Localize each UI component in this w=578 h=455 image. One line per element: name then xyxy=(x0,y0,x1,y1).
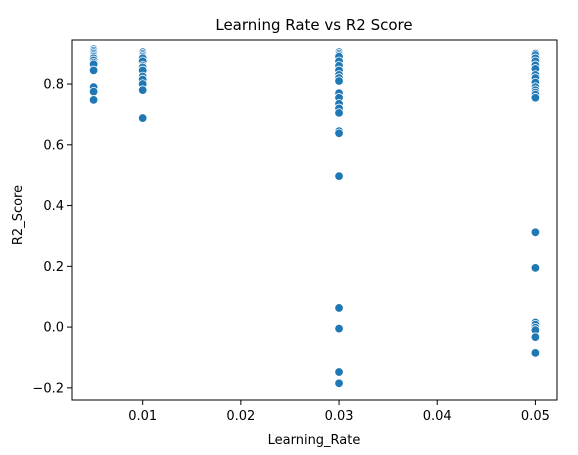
data-point xyxy=(531,264,540,273)
data-point xyxy=(138,114,147,123)
x-tick-label: 0.03 xyxy=(325,409,354,424)
chart-title: Learning Rate vs R2 Score xyxy=(215,16,412,34)
y-tick-label: 0.8 xyxy=(43,78,64,93)
y-tick-label: 0.4 xyxy=(43,199,64,214)
x-tick-label: 0.02 xyxy=(226,409,255,424)
data-point xyxy=(89,66,98,75)
y-tick-label: 0.2 xyxy=(43,260,64,275)
x-tick-label: 0.04 xyxy=(423,409,452,424)
data-point xyxy=(89,87,98,96)
y-tick-label: 0.6 xyxy=(43,138,64,153)
data-point xyxy=(138,86,147,95)
data-point xyxy=(335,109,344,118)
x-axis-label: Learning_Rate xyxy=(268,433,361,448)
y-tick-label: 0.0 xyxy=(43,321,64,336)
y-tick-label: −0.2 xyxy=(32,381,64,396)
x-axis: 0.01 0.02 0.03 0.04 0.05 xyxy=(128,400,550,424)
data-point xyxy=(531,228,540,237)
y-axis-label: R2_Score xyxy=(11,185,26,245)
data-point xyxy=(335,368,344,377)
points-layer xyxy=(89,45,539,388)
data-point xyxy=(335,77,344,86)
data-point xyxy=(335,304,344,313)
data-point xyxy=(335,172,344,181)
data-point xyxy=(531,349,540,358)
y-axis: −0.2 0.0 0.2 0.4 0.6 0.8 xyxy=(32,78,72,397)
data-point xyxy=(335,129,344,138)
data-point xyxy=(531,333,540,342)
x-tick-label: 0.05 xyxy=(521,409,550,424)
x-tick-label: 0.01 xyxy=(128,409,157,424)
data-point xyxy=(335,324,344,333)
data-point xyxy=(335,379,344,388)
data-point xyxy=(531,93,540,102)
data-point xyxy=(89,96,98,105)
